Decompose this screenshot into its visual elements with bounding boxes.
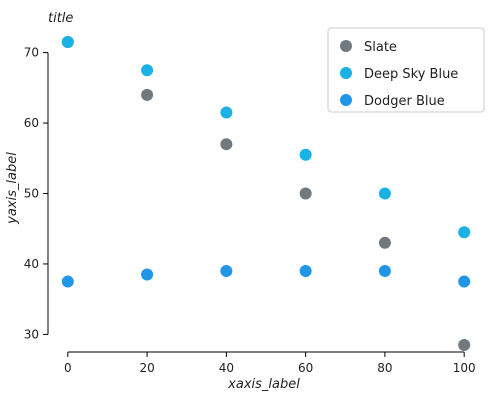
legend-box (327, 27, 485, 113)
data-point-dodger-blue (299, 264, 312, 277)
y-tick-label: 50 (24, 187, 39, 201)
data-point-dodger-blue (220, 264, 233, 277)
y-tick-label: 40 (24, 257, 39, 271)
data-point-deep-sky-blue (61, 36, 74, 49)
data-point-dodger-blue (458, 275, 471, 288)
x-axis-label: xaxis_label (227, 377, 300, 392)
legend-marker-slate (340, 40, 352, 52)
legend-marker-deep-sky-blue (340, 67, 352, 79)
axes-layer: 30 40 50 60 70 0 20 40 60 80 100 (24, 46, 476, 375)
series-layer (61, 36, 471, 351)
data-point-deep-sky-blue (141, 64, 154, 77)
x-tick-label: 40 (219, 361, 234, 375)
series-line-dodger-blue (68, 271, 464, 282)
data-point-dodger-blue (378, 264, 391, 277)
data-point-slate (299, 187, 312, 200)
x-tick-label: 100 (453, 361, 476, 375)
data-point-slate (220, 138, 233, 151)
data-point-deep-sky-blue (220, 106, 233, 119)
data-point-slate (458, 338, 471, 351)
legend-marker-dodger-blue (340, 94, 352, 106)
chart-title: title (48, 11, 73, 26)
x-tick-label: 0 (64, 361, 72, 375)
x-tick-label: 80 (377, 361, 392, 375)
data-point-slate (378, 236, 391, 249)
data-point-deep-sky-blue (299, 148, 312, 161)
y-axis-label: yaxis_label (5, 152, 20, 225)
data-point-deep-sky-blue (378, 187, 391, 200)
data-point-dodger-blue (61, 275, 74, 288)
legend-label-dodger-blue: Dodger Blue (364, 94, 445, 109)
data-point-dodger-blue (141, 268, 154, 281)
data-point-deep-sky-blue (458, 226, 471, 239)
legend-label-slate: Slate (364, 40, 397, 55)
data-point-slate (141, 88, 154, 101)
y-tick-label: 70 (24, 46, 39, 60)
x-tick-label: 20 (139, 361, 154, 375)
legend-label-deep-sky-blue: Deep Sky Blue (364, 67, 458, 82)
y-tick-label: 60 (24, 116, 39, 130)
y-tick-label: 30 (24, 327, 39, 341)
legend: Slate Deep Sky Blue Dodger Blue (327, 27, 485, 113)
x-tick-label: 60 (298, 361, 313, 375)
